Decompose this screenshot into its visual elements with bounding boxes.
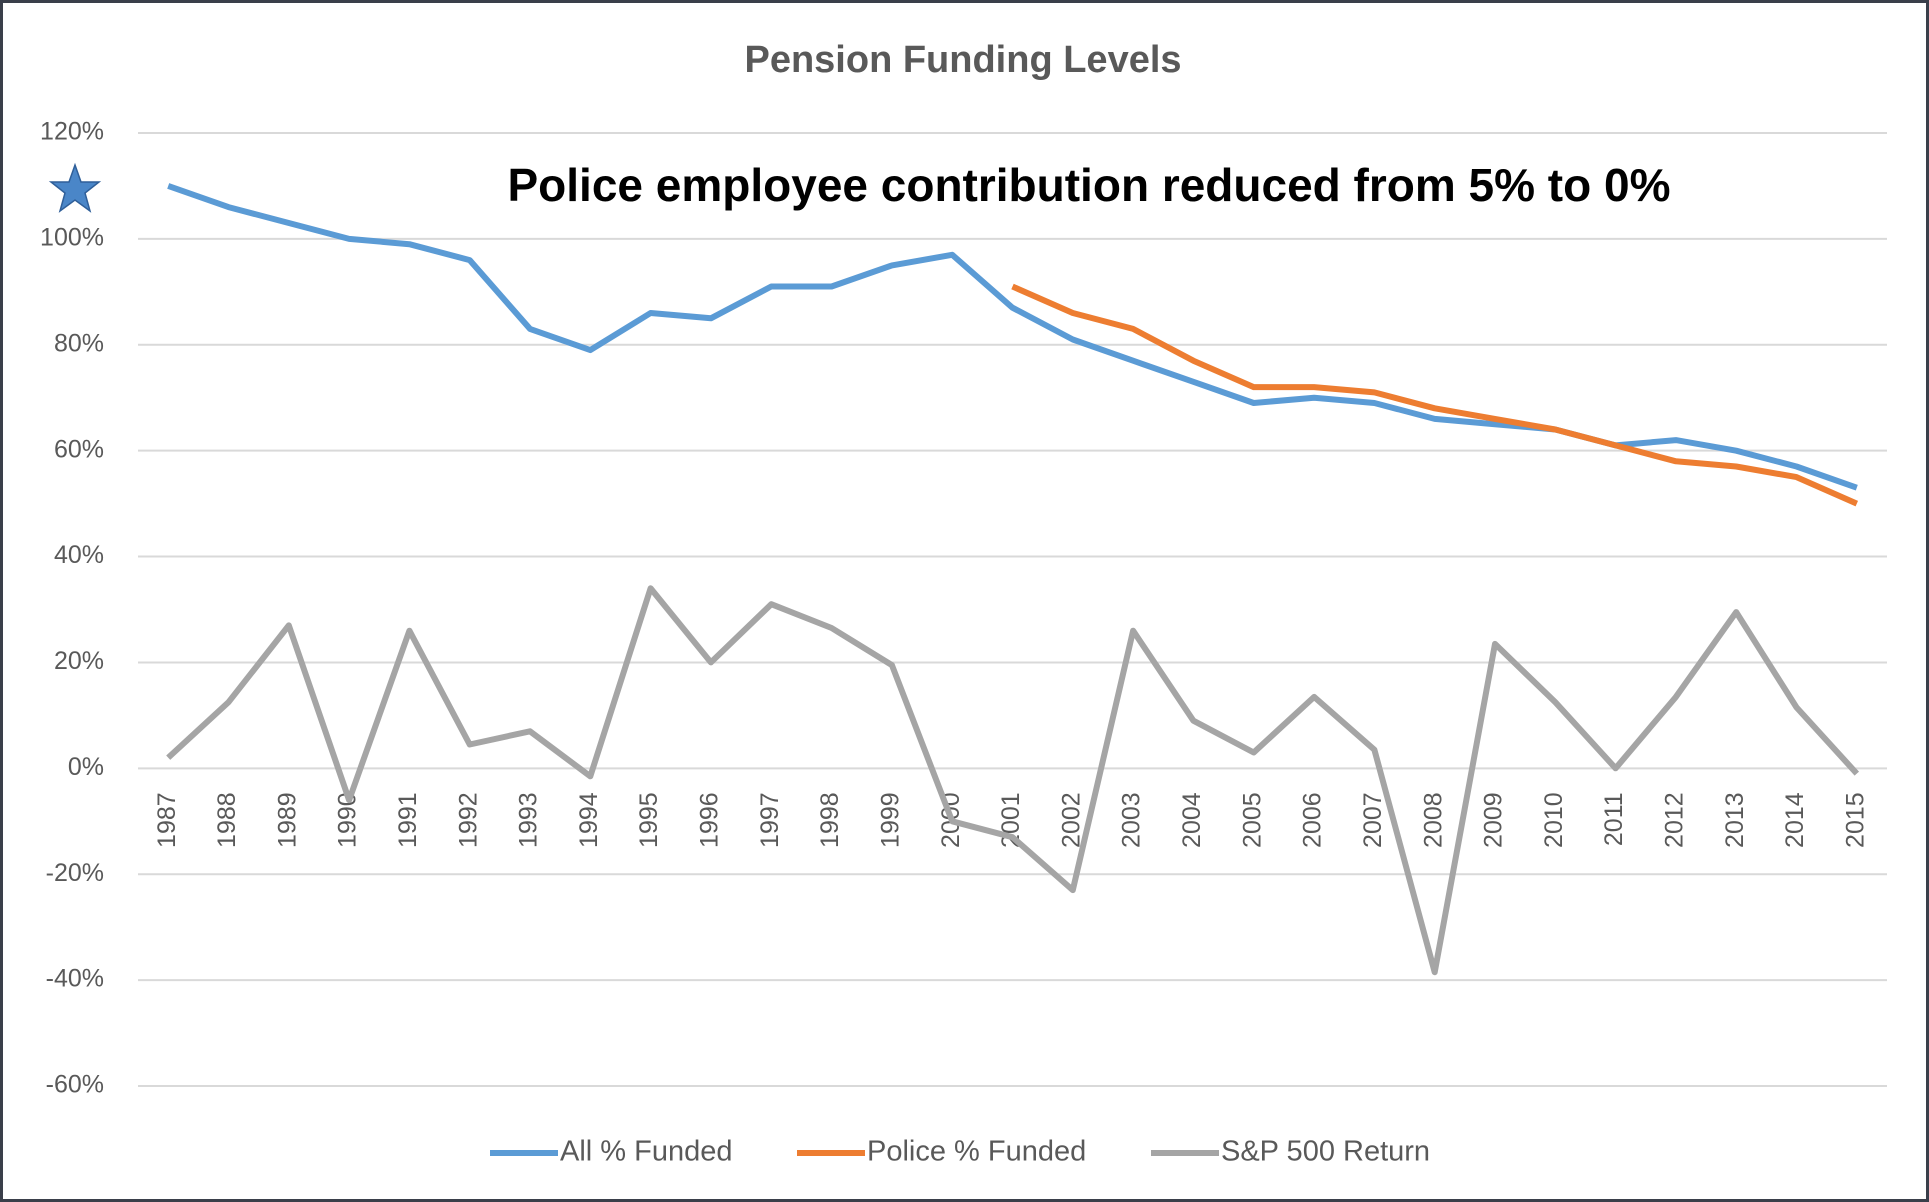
x-tick-label: 2005	[1238, 792, 1266, 848]
y-tick-label: 20%	[54, 647, 104, 675]
x-tick-label: 2015	[1841, 792, 1869, 848]
x-tick-label: 1995	[635, 792, 663, 848]
star-icon	[48, 162, 102, 213]
chart-title: Pension Funding Levels	[744, 39, 1181, 81]
y-tick-label: 0%	[68, 753, 104, 781]
y-tick-label: 120%	[40, 118, 104, 146]
legend-label: S&P 500 Return	[1221, 1136, 1430, 1168]
y-tick-label: -60%	[46, 1071, 104, 1099]
x-tick-label: 1987	[153, 792, 181, 848]
legend-label: Police % Funded	[867, 1136, 1086, 1168]
x-tick-label: 2003	[1118, 792, 1146, 848]
legend-label: All % Funded	[560, 1136, 733, 1168]
x-tick-label: 1991	[394, 792, 422, 848]
x-tick-label: 2008	[1419, 792, 1447, 848]
x-tick-label: 1997	[756, 792, 784, 848]
line-series	[166, 585, 1860, 976]
x-tick-label: 1988	[213, 792, 241, 848]
y-tick-label: 60%	[54, 435, 104, 463]
x-tick-label: 1993	[515, 792, 543, 848]
x-tick-label: 2006	[1299, 792, 1327, 848]
x-tick-label: 2013	[1721, 792, 1749, 848]
x-tick-label: 1989	[273, 792, 301, 848]
x-tick-label: 2012	[1661, 792, 1689, 848]
x-tick-label: 2010	[1540, 792, 1568, 848]
x-tick-label: 1999	[876, 792, 904, 848]
x-tick-label: 2004	[1178, 792, 1206, 848]
y-tick-label: -40%	[46, 965, 104, 993]
x-tick-label: 2011	[1600, 792, 1628, 846]
y-tick-label: 100%	[40, 223, 104, 251]
x-tick-label: 2007	[1359, 792, 1387, 848]
x-tick-label: 2009	[1480, 792, 1508, 848]
y-tick-label: -20%	[46, 859, 104, 887]
line-series	[1011, 283, 1859, 507]
x-tick-label: 2014	[1781, 792, 1809, 848]
y-tick-label: 40%	[54, 541, 104, 569]
x-tick-label: 1996	[696, 792, 724, 848]
y-tick-label: 80%	[54, 329, 104, 357]
x-tick-label: 1992	[454, 792, 482, 848]
annotation: Police employee contribution reduced fro…	[507, 159, 1670, 211]
x-tick-label: 1998	[816, 792, 844, 848]
x-tick-label: 2002	[1057, 792, 1085, 848]
x-tick-label: 1994	[575, 792, 603, 848]
